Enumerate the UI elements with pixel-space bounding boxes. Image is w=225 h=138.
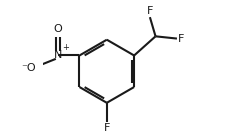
Text: +: + [62,43,69,52]
Text: F: F [103,123,110,133]
Text: N: N [54,51,62,60]
Text: F: F [146,6,152,16]
Text: F: F [177,34,184,44]
Text: ⁻O: ⁻O [21,63,35,73]
Text: O: O [54,24,62,34]
